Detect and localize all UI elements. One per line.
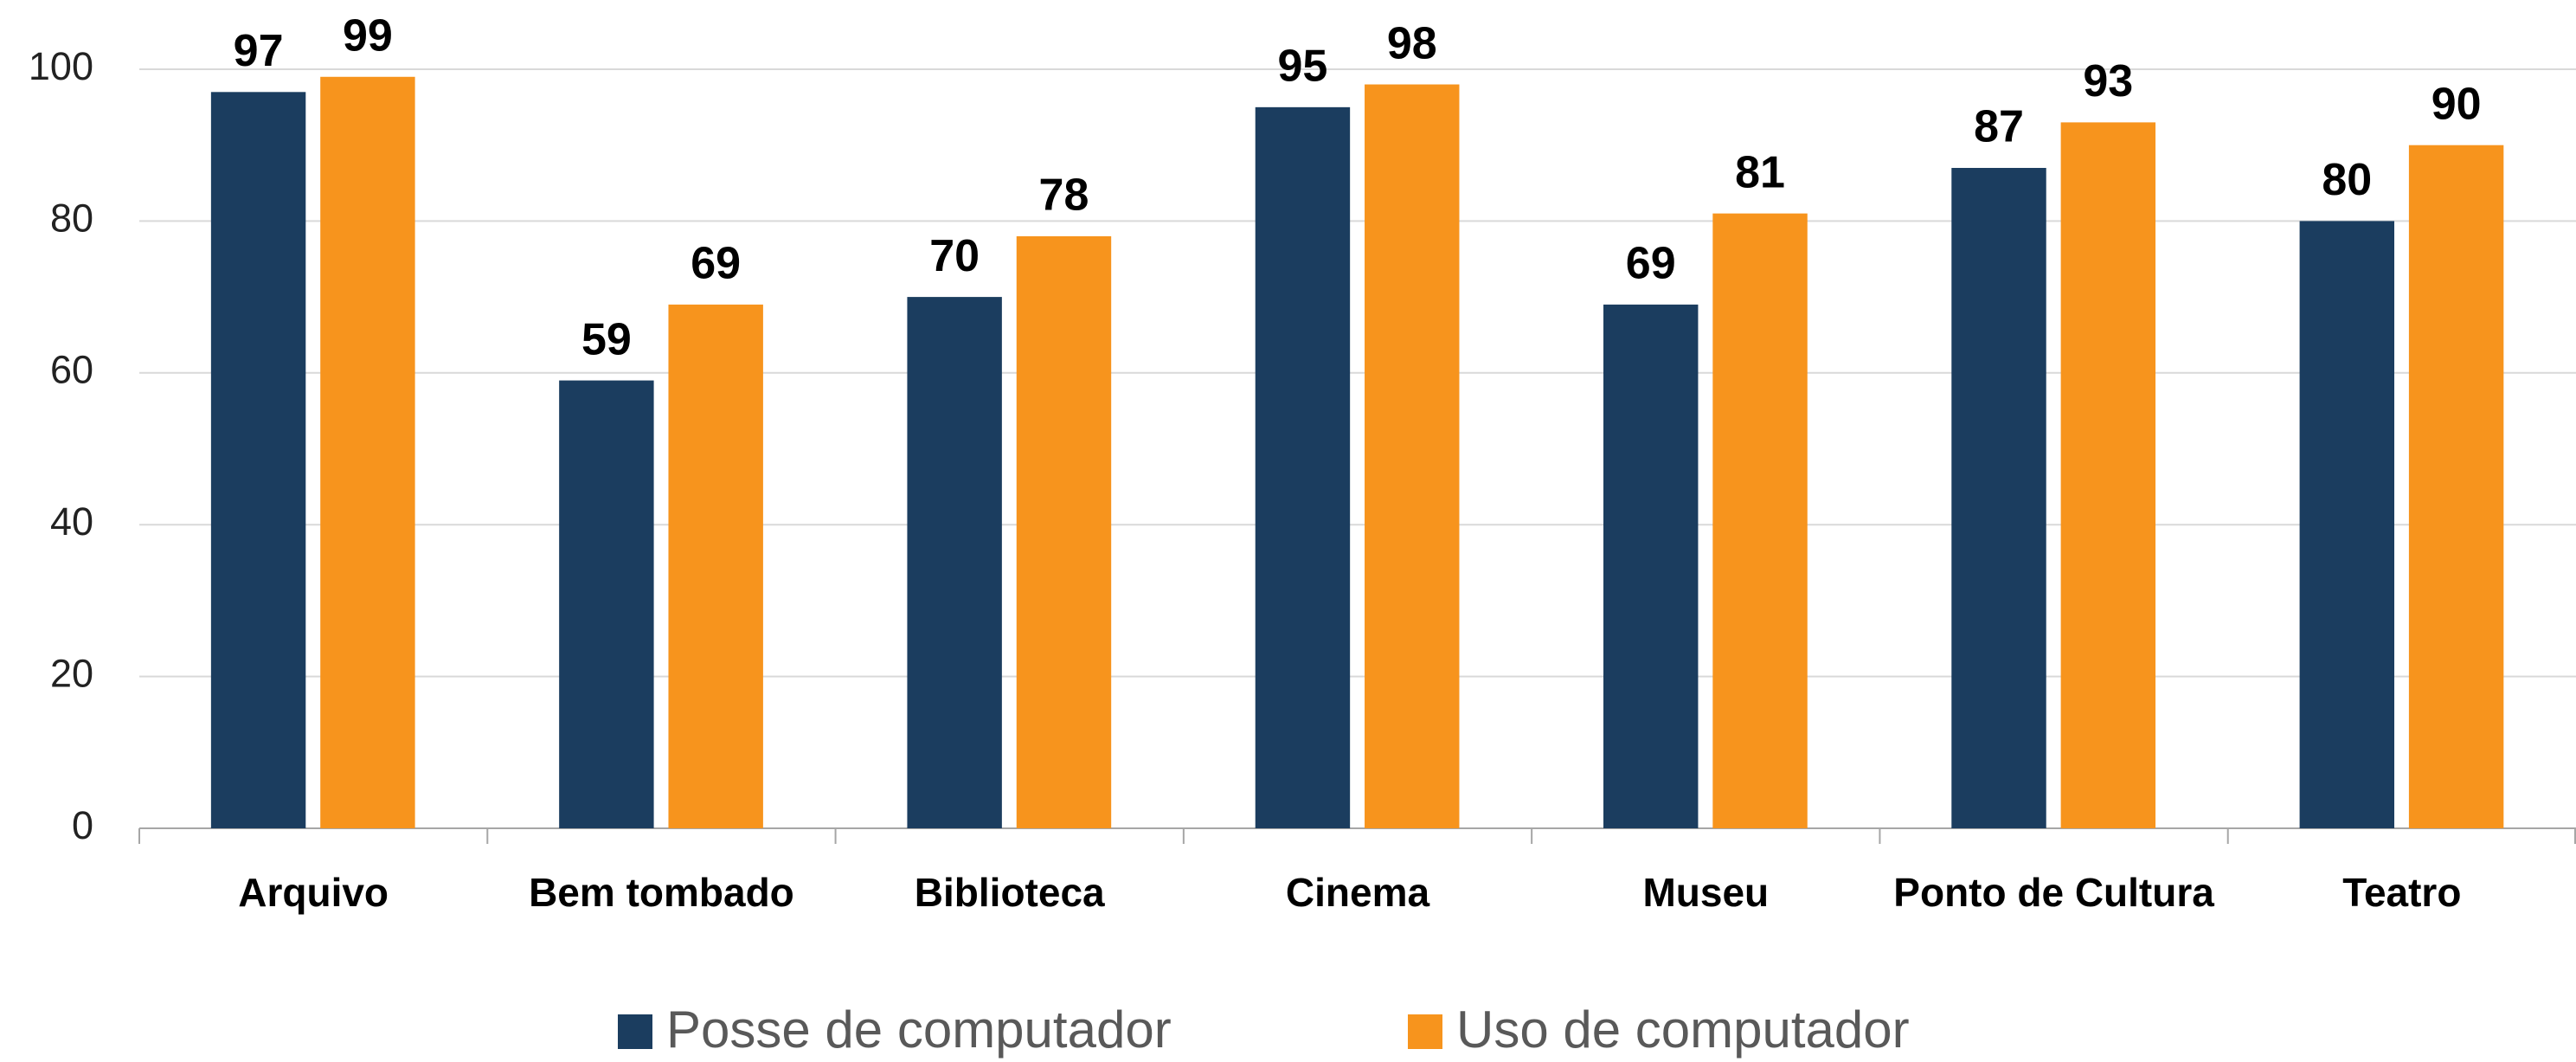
x-tick-label: Cinema [1286,870,1430,915]
value-label: 98 [1387,18,1437,68]
y-tick-label: 20 [50,651,93,695]
value-label: 80 [2322,155,2372,205]
x-tick-label-line: Ponto de Cultura [1893,870,2214,915]
x-tick-label: Museu [1642,870,1769,915]
value-label: 81 [1735,147,1785,197]
y-tick-label: 80 [50,196,93,240]
x-tick-label-line: Cinema [1286,870,1430,915]
value-label: 78 [1039,171,1089,221]
value-label: 95 [1278,42,1328,92]
value-label: 69 [1626,239,1676,289]
x-tick-label: Teatro [2342,870,2461,915]
value-label: 87 [1974,102,2024,152]
x-tick-label: Biblioteca [915,870,1105,915]
legend-swatch [1408,1014,1442,1049]
bar [1712,213,1808,828]
x-tick-label: Bem tombado [529,870,794,915]
x-tick-label-line: Arquivo [238,870,389,915]
x-tick-label: Ponto de Cultura [1893,870,2214,915]
y-tick-label: 0 [72,803,93,847]
x-tick-label-line: Teatro [2342,870,2461,915]
bar [2060,122,2156,828]
bar [2299,221,2395,828]
value-label: 90 [2431,79,2482,129]
value-label: 70 [929,231,980,281]
bar [1951,168,2046,828]
bar [1255,106,1351,829]
x-tick-label-line: Museu [1642,870,1769,915]
bar [320,76,415,828]
bar [210,92,306,828]
value-label: 93 [2083,56,2133,106]
bar [1603,304,1699,828]
x-tick-label: Arquivo [238,870,389,915]
y-tick-label: 60 [50,348,93,392]
value-label: 99 [343,11,393,61]
bar [1016,235,1112,828]
bar [2408,145,2504,828]
y-tick-label: 100 [29,44,93,88]
bar [668,304,763,828]
x-tick-label-line: Bem tombado [529,870,794,915]
y-tick-label: 40 [50,499,93,544]
value-label: 97 [234,26,284,76]
bar [907,297,1002,829]
bar [559,380,654,828]
x-tick-label-line: Biblioteca [915,870,1105,915]
legend-label: Uso de computador [1456,1001,1910,1059]
legend-label: Posse de computador [666,1001,1172,1059]
legend-swatch [618,1014,652,1049]
bar [1365,84,1460,829]
value-label: 69 [691,239,741,289]
value-label: 59 [581,314,632,364]
